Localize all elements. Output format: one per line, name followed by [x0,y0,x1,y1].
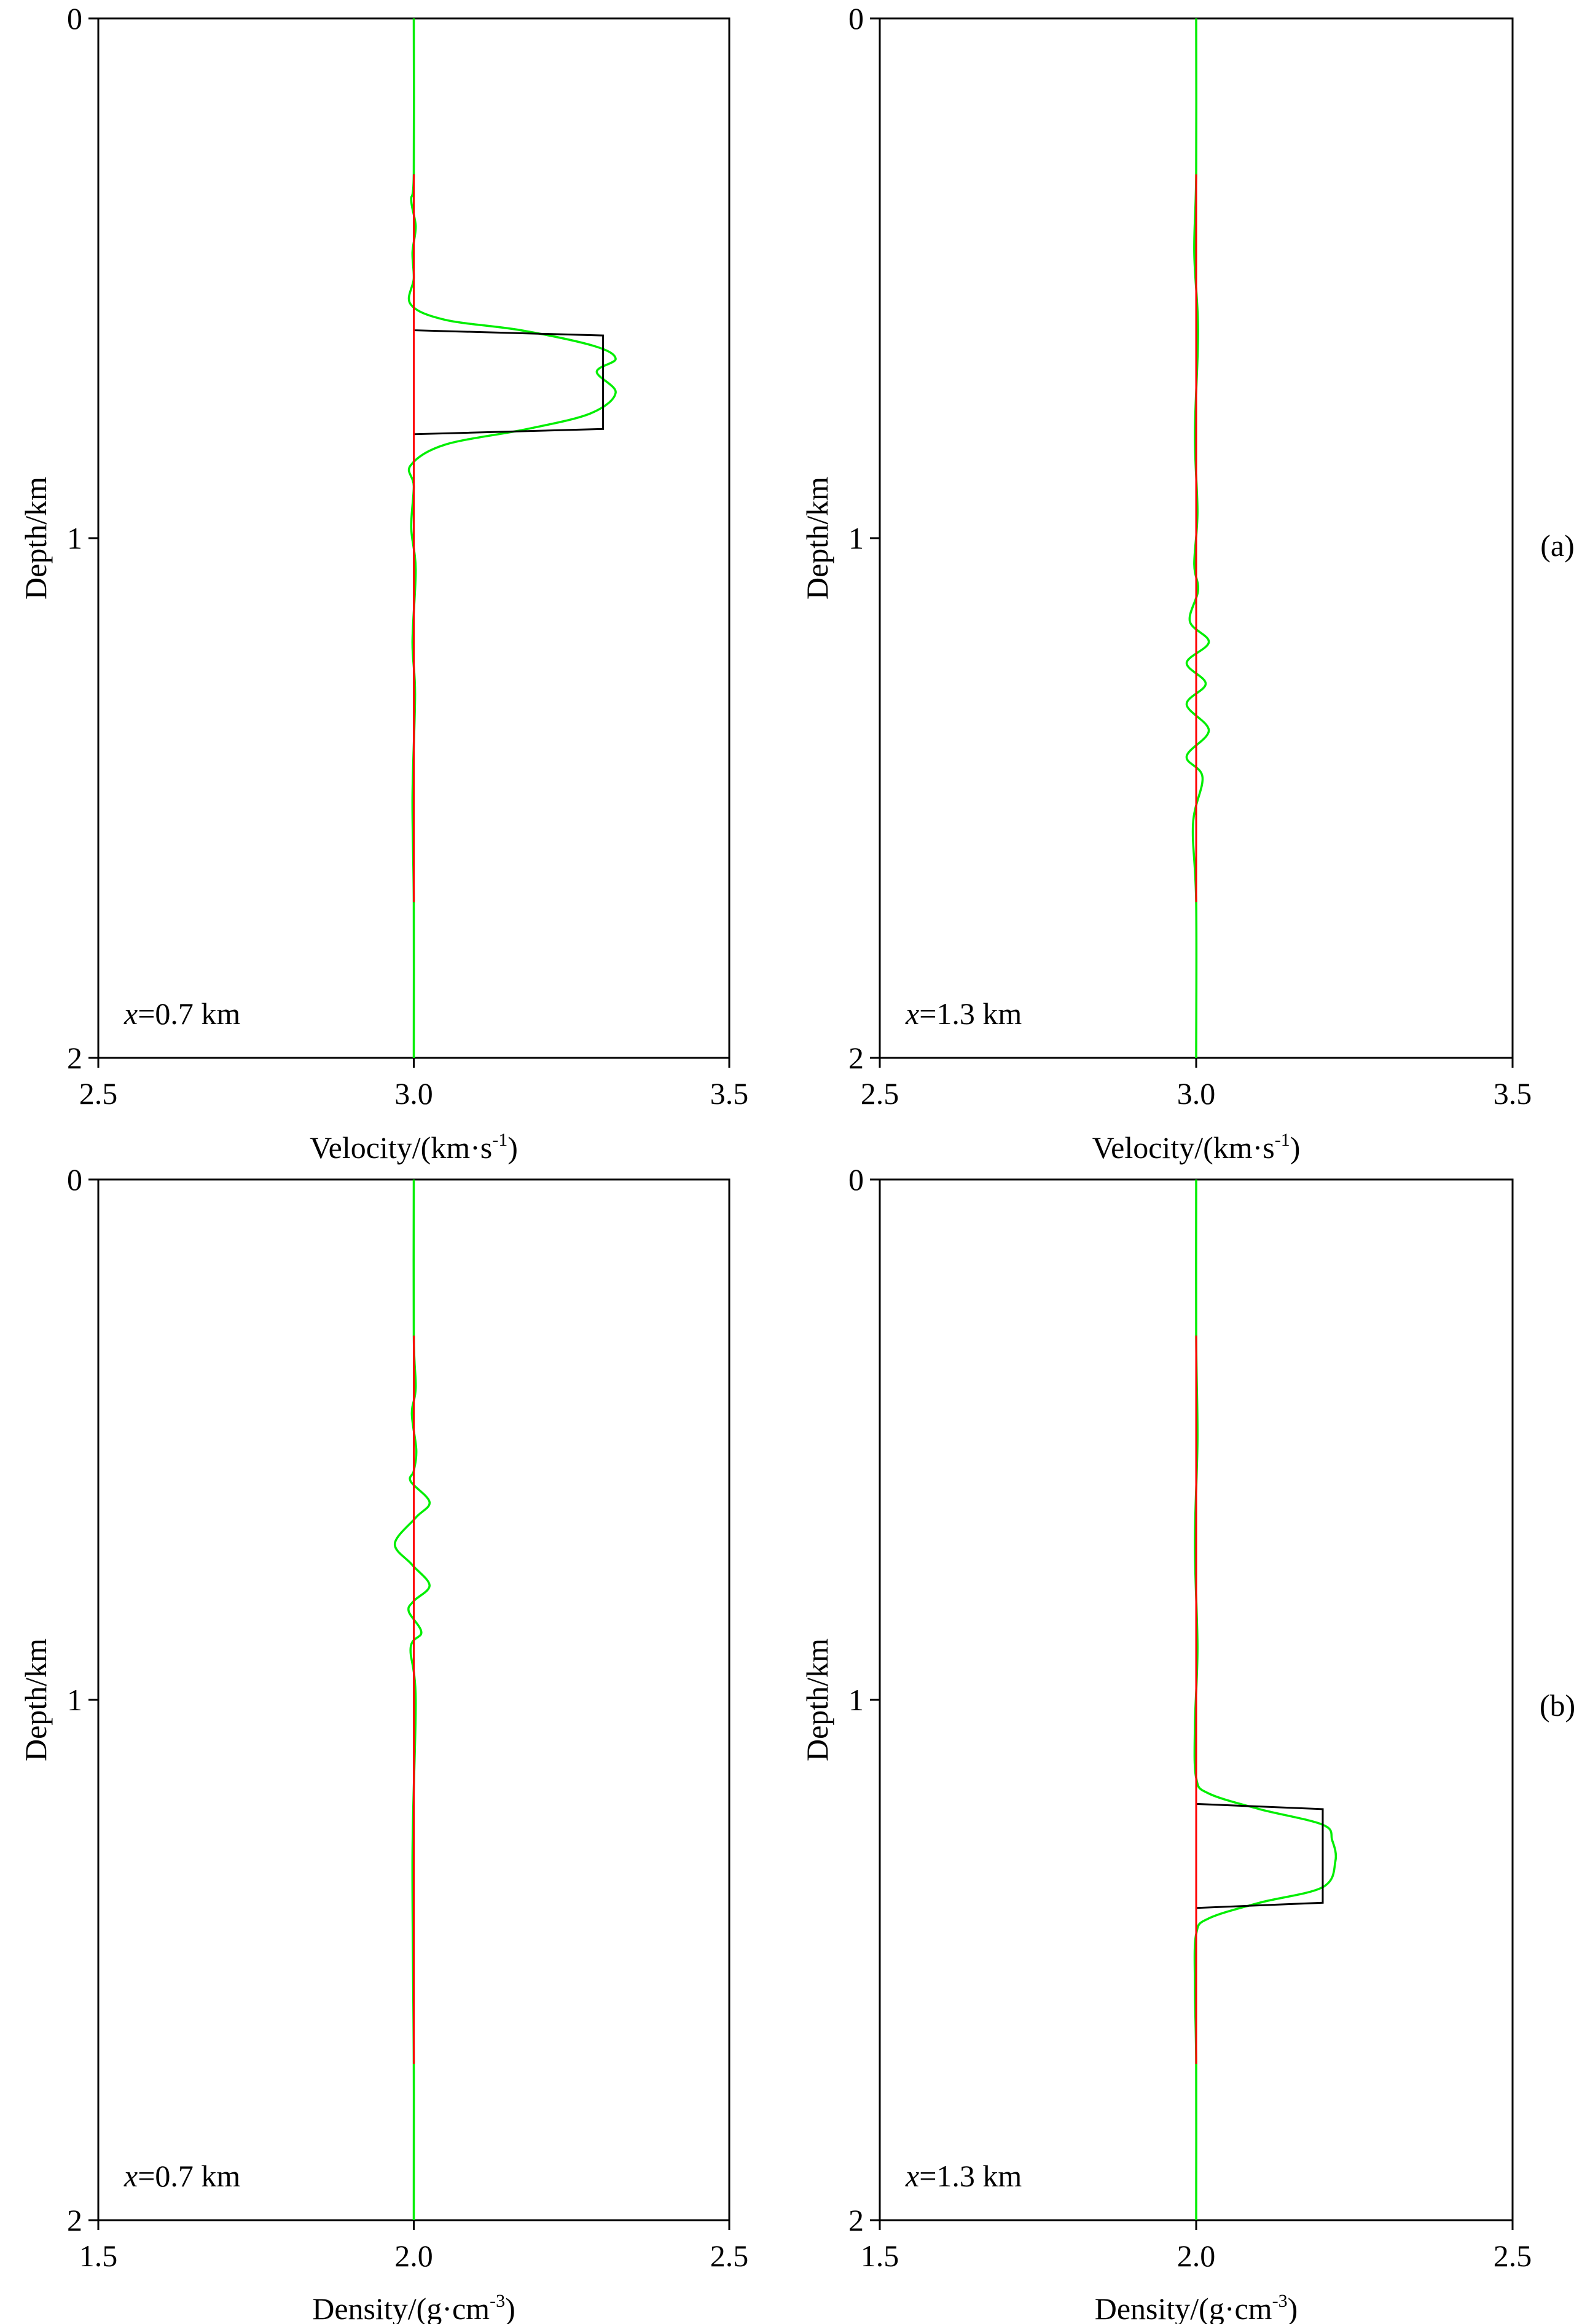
x-axis-title-superscript: -1 [1275,1130,1290,1150]
x-tick-label: 3.5 [1494,1076,1532,1111]
panel-label: (b) [1540,1688,1575,1723]
y-tick-label: 2 [67,2203,82,2237]
y-tick-label: 2 [848,1041,864,1075]
x-tick-label: 1.5 [79,2239,118,2273]
y-axis-title: Depth/km [18,477,53,600]
y-tick-label: 1 [848,1683,864,1717]
y-tick-label: 0 [848,1162,864,1197]
x-axis-title: Velocity/(km·s-1) [310,1130,518,1165]
y-axis-title: Depth/km [800,1638,834,1761]
y-tick-label: 2 [67,1041,82,1075]
y-tick-label: 0 [67,1162,82,1197]
series-inverted-line [1185,18,1210,1058]
y-tick-label: 1 [67,1683,82,1717]
x-axis-title: Density/(g·cm-3) [312,2291,515,2324]
series-true-line [1195,1336,1324,2064]
y-tick-label: 0 [67,1,82,36]
y-tick-label: 1 [67,521,82,555]
x-axis-title: Velocity/(km·s-1) [1092,1130,1301,1165]
x-axis-title-end: ) [1290,1130,1301,1165]
series-inverted-line [1193,1179,1337,2221]
x-tick-label: 3.0 [394,1076,433,1111]
x-axis-title-end: ) [1288,2291,1298,2324]
panel-a-left: 2.5 3.0 3.5 0 1 2 Velocity/(km·s-1) Depth/km x=0… [18,1,748,1165]
annotation-value: =0.7 km [138,2159,240,2193]
series-inverted-line [393,1179,431,2221]
x-axis-title-superscript: -3 [1272,2291,1288,2311]
x-tick-label: 1.5 [861,2239,899,2273]
annotation-variable: x [905,996,919,1031]
annotation-value: =0.7 km [138,996,240,1031]
x-axis-title-superscript: -1 [492,1130,507,1150]
annotation-value: =1.3 km [919,996,1022,1031]
x-tick-label: 3.5 [710,1076,749,1111]
series-inverted-line [407,18,617,1058]
x-axis-title-main: Velocity/(km·s [1092,1130,1275,1165]
panel-a-right: 2.5 3.0 3.5 0 1 2 Velocity/(km·s-1) Depth/km x=1… [800,1,1532,1165]
series-true-line [413,174,605,902]
panel-b-right: 1.5 2.0 2.5 0 1 2 Density/(g·cm-3) Depth/km x=1.… [800,1162,1532,2324]
x-tick-label: 2.5 [79,1076,118,1111]
annotation-value: =1.3 km [919,2159,1022,2193]
y-axis-title: Depth/km [18,1638,53,1761]
x-tick-label: 2.5 [710,2239,749,2273]
x-axis-title-main: Velocity/(km·s [310,1130,492,1165]
annotation-variable: x [123,2159,138,2193]
x-axis-title-superscript: -3 [490,2291,505,2311]
x-tick-label: 2.0 [394,2239,433,2273]
x-axis-title-end: ) [507,1130,518,1165]
position-annotation: x=1.3 km [905,996,1022,1031]
y-tick-label: 1 [848,521,864,555]
position-annotation: x=1.3 km [905,2159,1022,2193]
x-tick-label: 2.5 [861,1076,899,1111]
x-tick-label: 3.0 [1177,1076,1216,1111]
panel-label: (a) [1540,528,1575,563]
annotation-variable: x [905,2159,919,2193]
x-axis-title-main: Density/(g·cm [1095,2291,1272,2324]
position-annotation: x=0.7 km [123,996,240,1031]
annotation-variable: x [123,996,138,1031]
x-tick-label: 2.5 [1494,2239,1532,2273]
x-axis-title-main: Density/(g·cm [312,2291,490,2324]
y-axis-title: Depth/km [800,477,834,600]
y-tick-label: 2 [848,2203,864,2237]
y-tick-label: 0 [848,1,864,36]
x-tick-label: 2.0 [1177,2239,1216,2273]
x-axis-title-end: ) [505,2291,515,2324]
panel-b-left: 1.5 2.0 2.5 0 1 2 Density/(g·cm-3) Depth/km x=0.… [18,1162,748,2324]
position-annotation: x=0.7 km [123,2159,240,2193]
x-axis-title: Density/(g·cm-3) [1095,2291,1298,2324]
